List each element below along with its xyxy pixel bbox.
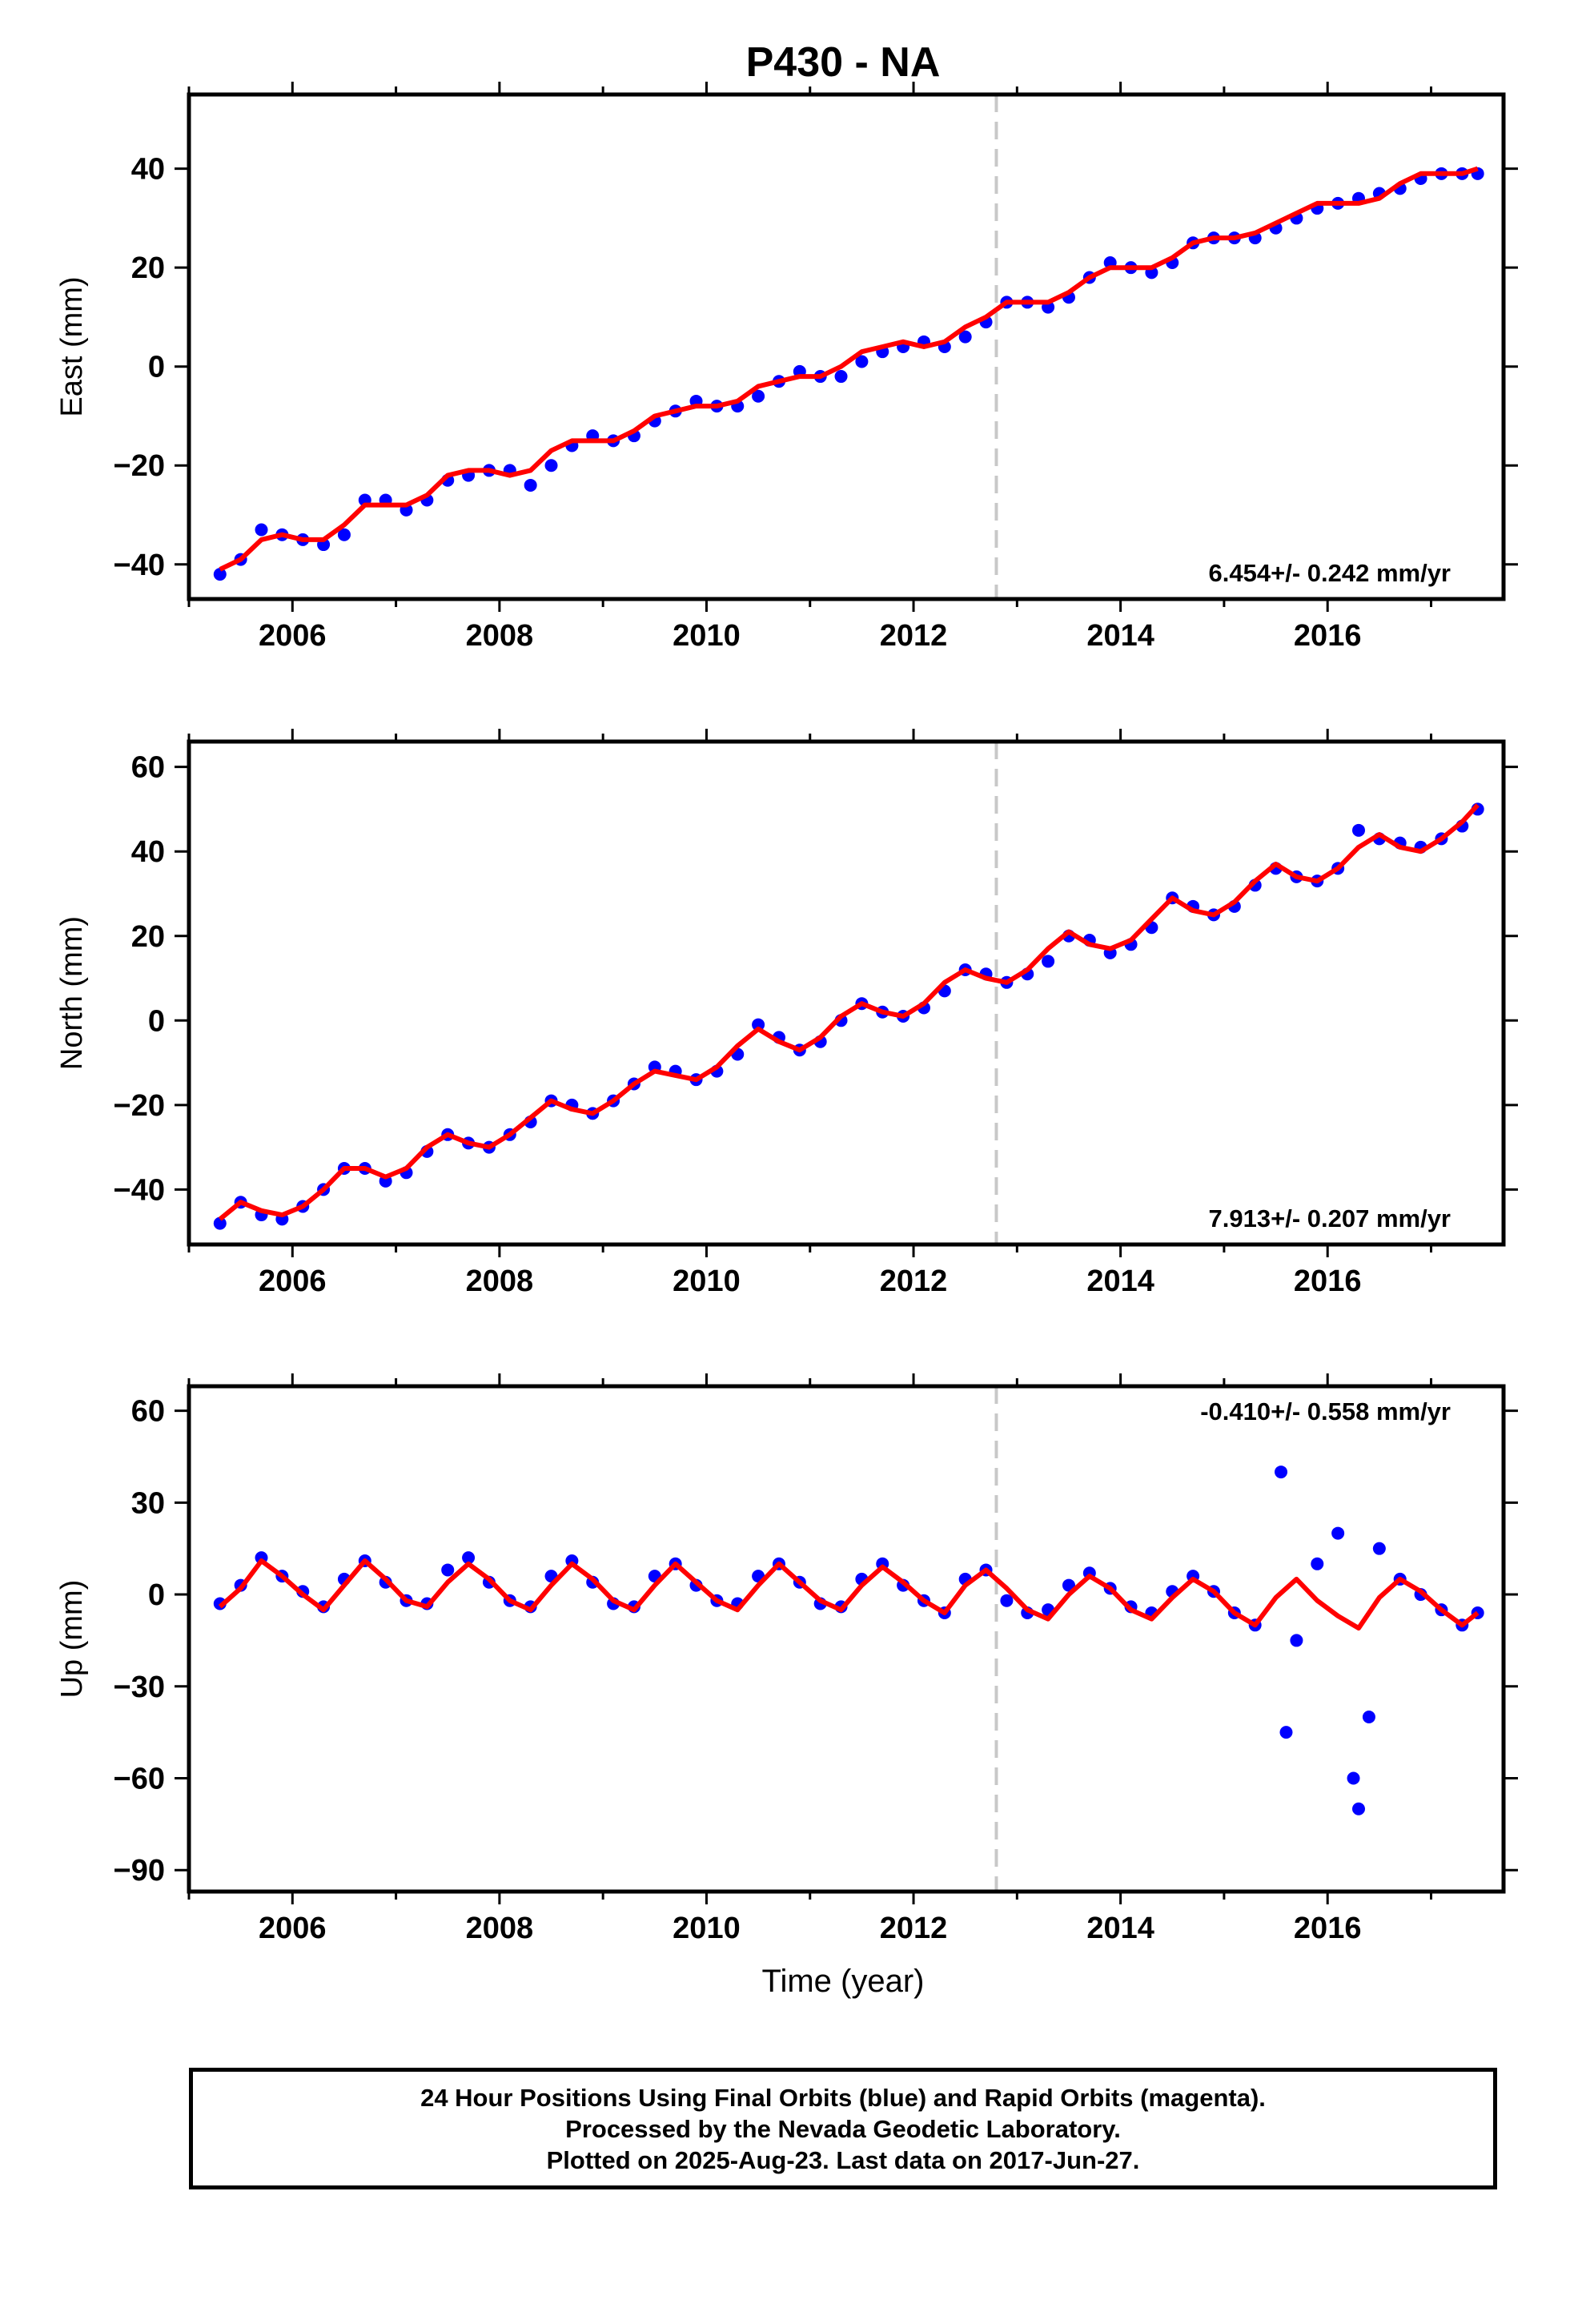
east-x-tick-label: 2006 [259, 619, 327, 653]
north-model-line [218, 803, 1480, 1221]
east-data-point [958, 330, 972, 344]
up-rate-label: -0.410+/- 0.558 mm/yr [1200, 1397, 1451, 1425]
up-y-tick-label: 30 [131, 1486, 165, 1520]
east-x-tick-label: 2014 [1086, 619, 1154, 653]
up-y-tick-label: −30 [114, 1671, 165, 1704]
north-x-tick-label: 2016 [1294, 1265, 1362, 1298]
up-data-point [1331, 1526, 1345, 1540]
north-y-tick-label: 0 [148, 1004, 165, 1038]
east-y-tick-label: 20 [131, 251, 165, 285]
x-axis-label: Time (year) [762, 1964, 925, 1999]
footer-note-box: 24 Hour Positions Using Final Orbits (bl… [189, 2068, 1497, 2189]
up-data-point [1311, 1557, 1324, 1570]
up-data-point [1362, 1711, 1375, 1724]
footer-line-1: 24 Hour Positions Using Final Orbits (bl… [420, 2083, 1266, 2112]
east-plot-frame [187, 92, 1506, 601]
up-y-tick-label: −90 [114, 1854, 165, 1888]
up-x-tick-label: 2012 [880, 1912, 948, 1945]
north-panel: 2006 2008 2010 2012 2014 2016 −40 −20 0 20 40 60 Nor… [55, 729, 1518, 1298]
east-y-tick-label: −40 [114, 549, 165, 582]
chart-title: P430 - NA [746, 39, 941, 86]
east-data-point [752, 389, 765, 403]
east-data-point [855, 355, 869, 368]
east-rate-label: 6.454+/- 0.242 mm/yr [1209, 559, 1451, 587]
north-data-point [752, 1018, 765, 1031]
north-data-point [1042, 955, 1055, 968]
north-x-tick-label: 2012 [880, 1265, 948, 1298]
north-y-tick-label: 60 [131, 751, 165, 785]
east-model-line [219, 166, 1479, 572]
north-y-tick-label: 40 [131, 835, 165, 869]
north-y-tick-label: 20 [131, 920, 165, 954]
north-x-tick-label: 2014 [1086, 1265, 1154, 1298]
up-x-tick-label: 2014 [1086, 1912, 1154, 1945]
north-y-tick-label: −20 [114, 1089, 165, 1123]
up-data-point [1351, 1802, 1365, 1815]
up-data-point [1290, 1634, 1303, 1647]
east-data-point [834, 370, 848, 384]
east-x-tick-label: 2016 [1294, 619, 1362, 653]
up-data-point [1347, 1771, 1360, 1785]
up-data-point [462, 1551, 476, 1565]
east-data-point [544, 459, 558, 472]
up-data-point [1372, 1542, 1386, 1555]
north-x-tick-label: 2008 [466, 1265, 534, 1298]
east-data-point [255, 523, 268, 537]
north-rate-label: 7.913+/- 0.207 mm/yr [1209, 1204, 1451, 1232]
up-y-tick-label: −60 [114, 1763, 165, 1796]
up-data-point [441, 1563, 455, 1577]
north-data-point [1351, 823, 1365, 837]
east-y-tick-label: 40 [131, 153, 165, 187]
north-y-axis-label: North (mm) [55, 916, 89, 1070]
up-x-tick-label: 2008 [466, 1912, 534, 1945]
east-x-tick-label: 2012 [880, 619, 948, 653]
east-y-axis-label: East (mm) [55, 276, 89, 416]
east-x-tick-label: 2010 [673, 619, 741, 653]
up-plot-frame [187, 1384, 1506, 1894]
east-data-point [337, 528, 351, 541]
east-data-point [213, 568, 227, 581]
north-data-point [213, 1216, 227, 1230]
up-y-tick-label: 0 [148, 1578, 165, 1612]
up-y-tick-label: 60 [131, 1395, 165, 1429]
north-plot-frame [187, 739, 1506, 1247]
up-x-tick-label: 2006 [259, 1912, 327, 1945]
east-data-point [524, 478, 537, 492]
east-x-tick-label: 2008 [466, 619, 534, 653]
up-panel: 2006 2008 2010 2012 2014 2016 −90 −60 −30 0 30 60 Up… [55, 1373, 1518, 1945]
north-x-tick-label: 2010 [673, 1265, 741, 1298]
up-y-axis-label: Up (mm) [55, 1580, 89, 1699]
up-x-tick-label: 2010 [673, 1912, 741, 1945]
east-panel: 2006 2008 2010 2012 2014 2016 −40 −20 0 20 40 East … [55, 82, 1518, 653]
footer-line-3: Plotted on 2025-Aug-23. Last data on 201… [546, 2145, 1140, 2174]
up-data-point [1279, 1726, 1293, 1739]
up-data-point [1000, 1594, 1014, 1607]
footer-line-2: Processed by the Nevada Geodetic Laborat… [565, 2114, 1121, 2143]
east-y-tick-label: −20 [114, 449, 165, 483]
north-x-tick-label: 2006 [259, 1265, 327, 1298]
north-y-tick-label: −40 [114, 1173, 165, 1207]
up-model-line [218, 1558, 1480, 1631]
up-data-point [1275, 1466, 1288, 1479]
up-x-tick-label: 2016 [1294, 1912, 1362, 1945]
east-y-tick-label: 0 [148, 351, 165, 384]
